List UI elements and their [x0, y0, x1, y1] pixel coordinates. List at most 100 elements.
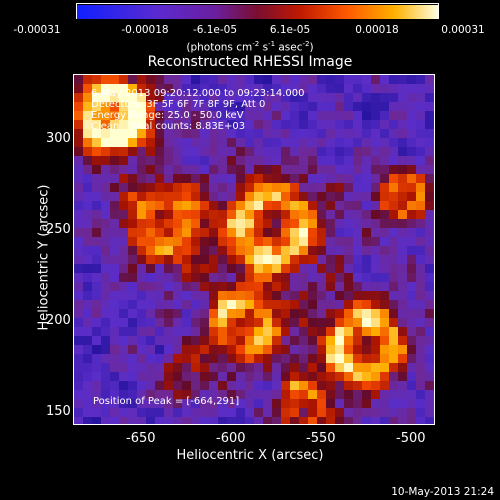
heatmap-cell — [83, 75, 93, 85]
heatmap-cell — [74, 183, 84, 193]
heatmap-cell — [128, 363, 138, 373]
heatmap-cell — [281, 408, 291, 418]
heatmap-cell — [272, 417, 282, 424]
heatmap-cell — [92, 417, 102, 424]
heatmap-cell — [290, 93, 300, 103]
heatmap-cell — [308, 210, 318, 220]
heatmap-cell — [254, 318, 264, 328]
heatmap-cell — [182, 147, 192, 157]
heatmap-cell — [218, 210, 228, 220]
heatmap-cell — [272, 264, 282, 274]
heatmap-cell — [263, 282, 273, 292]
heatmap-cell — [317, 192, 327, 202]
heatmap-cell — [92, 318, 102, 328]
heatmap-cell — [380, 120, 390, 130]
heatmap-cell — [380, 219, 390, 229]
heatmap-cell — [83, 120, 93, 130]
heatmap-cell — [425, 372, 434, 382]
heatmap-cell — [263, 327, 273, 337]
heatmap-cell — [191, 210, 201, 220]
heatmap-cell — [245, 129, 255, 139]
heatmap-cell — [209, 399, 219, 409]
heatmap-cell — [254, 111, 264, 121]
heatmap-cell — [272, 174, 282, 184]
y-tick-label: 150 — [46, 404, 71, 419]
heatmap-cell — [218, 102, 228, 112]
heatmap-cell — [326, 246, 336, 256]
heatmap-cell — [344, 264, 354, 274]
heatmap-cell — [290, 246, 300, 256]
colorbar — [76, 3, 439, 19]
heatmap-cell — [92, 408, 102, 418]
heatmap-cell — [398, 156, 408, 166]
heatmap-cell — [254, 327, 264, 337]
heatmap-cell — [164, 165, 174, 175]
heatmap-cell — [92, 309, 102, 319]
heatmap-cell — [155, 372, 165, 382]
heatmap-cell — [155, 183, 165, 193]
heatmap-cell — [317, 75, 327, 85]
heatmap-cell — [218, 111, 228, 121]
heatmap-cell — [200, 201, 210, 211]
heatmap-cell — [272, 372, 282, 382]
heatmap-cell — [272, 165, 282, 175]
heatmap-cell — [290, 228, 300, 238]
heatmap-cell — [236, 156, 246, 166]
heatmap-cell — [353, 165, 363, 175]
heatmap-cell — [245, 264, 255, 274]
heatmap-cell — [173, 408, 183, 418]
heatmap-cell — [155, 192, 165, 202]
heatmap-cell — [209, 147, 219, 157]
heatmap-cell — [398, 147, 408, 157]
heatmap-cell — [344, 201, 354, 211]
heatmap-cell — [362, 345, 372, 355]
heatmap-cell — [173, 147, 183, 157]
heatmap-cell — [326, 237, 336, 247]
heatmap-cell — [344, 408, 354, 418]
heatmap-cell — [119, 246, 129, 256]
heatmap-cell — [173, 201, 183, 211]
heatmap-cell — [227, 363, 237, 373]
heatmap-cell — [335, 300, 345, 310]
heatmap-cell — [398, 210, 408, 220]
info-detectors: Detectors: 3F 5F 6F 7F 8F 9F, Att 0 — [91, 99, 266, 110]
heatmap-cell — [101, 192, 111, 202]
heatmap-cell — [146, 408, 156, 418]
heatmap-cell — [83, 309, 93, 319]
heatmap-cell — [182, 183, 192, 193]
heatmap-cell — [362, 111, 372, 121]
heatmap-cell — [353, 111, 363, 121]
heatmap-cell — [344, 237, 354, 247]
heatmap-cell — [308, 390, 318, 400]
heatmap-cell — [146, 399, 156, 409]
heatmap-cell — [200, 336, 210, 346]
heatmap-cell — [353, 255, 363, 265]
heatmap-cell — [416, 246, 426, 256]
heatmap-cell — [182, 255, 192, 265]
heatmap-cell — [182, 138, 192, 148]
heatmap-cell — [299, 363, 309, 373]
heatmap-cell — [317, 129, 327, 139]
heatmap-cell — [110, 138, 120, 148]
heatmap-cell — [74, 399, 84, 409]
heatmap-cell — [425, 93, 434, 103]
heatmap-cell — [299, 354, 309, 364]
heatmap-cell — [353, 174, 363, 184]
heatmap-cell — [290, 318, 300, 328]
heatmap-cell — [299, 75, 309, 85]
heatmap-cell — [101, 111, 111, 121]
heatmap-cell — [272, 183, 282, 193]
heatmap-cell — [308, 336, 318, 346]
heatmap-cell — [326, 309, 336, 319]
heatmap-cell — [263, 390, 273, 400]
heatmap-cell — [182, 75, 192, 85]
heatmap-cell — [353, 291, 363, 301]
heatmap-cell — [128, 93, 138, 103]
heatmap-cell — [245, 93, 255, 103]
heatmap-cell — [326, 345, 336, 355]
heatmap-cell — [92, 129, 102, 139]
heatmap-cell — [362, 354, 372, 364]
heatmap-cell — [263, 219, 273, 229]
heatmap-cell — [344, 417, 354, 424]
heatmap-cell — [389, 282, 399, 292]
